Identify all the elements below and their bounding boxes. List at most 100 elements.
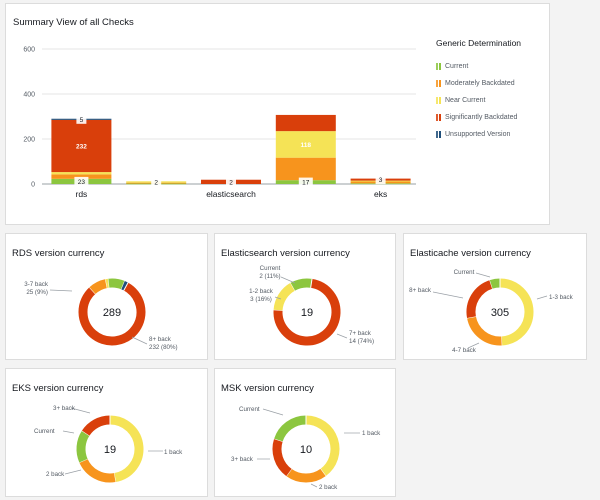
donut-leader-line — [280, 276, 296, 284]
donut-slice-label: 3 (16%) — [250, 296, 272, 303]
donut-slice-label: 7+ back — [349, 330, 372, 337]
y-tick-label: 400 — [23, 92, 35, 99]
donut-slice-label: 14 (74%) — [349, 338, 374, 345]
summary-legend: Generic Determination Current Moderately … — [436, 38, 521, 143]
msk-donut-chart: 10 1 back 2 back 3+ back Current — [231, 406, 381, 491]
bar-data-label: 17 — [302, 180, 310, 187]
donut-slice-label: 2 (11%) — [259, 273, 280, 280]
bar-data-label: 23 — [78, 179, 86, 186]
y-tick-label: 600 — [23, 47, 35, 54]
donut-slice-gap — [113, 473, 117, 483]
donut-slice-label: Current — [454, 269, 475, 276]
bar-label-bg — [375, 175, 386, 185]
bar-label-bg — [151, 177, 162, 187]
donut-slice-moderately-backdated[interactable] — [89, 279, 108, 295]
legend-item-near-current[interactable]: Near Current — [436, 92, 521, 109]
donut-leader-line — [467, 342, 480, 349]
bar-segment-near-current[interactable] — [275, 131, 336, 158]
donut-slice-gap — [466, 315, 476, 319]
y-tick-label: 200 — [23, 137, 35, 144]
eks-donut-card: EKS version currency 19 1 back 2 back Curre… — [5, 368, 208, 497]
donut-leader-line — [310, 483, 318, 488]
donut-leader-line — [432, 291, 464, 299]
donut-slice-label: 8+ back — [149, 336, 172, 343]
elasticache-donut-chart: 305 Current 1-3 back 4-7 back 8+ back — [409, 269, 574, 354]
donut-slice-moderately-backdated[interactable] — [467, 316, 502, 346]
bar-segment-near-current[interactable] — [51, 172, 112, 175]
donut-slice-label: 1 back — [164, 449, 183, 456]
donut-slice-label: 3+ back — [53, 405, 76, 412]
bar-segment-significantly-backdated[interactable] — [51, 119, 112, 173]
legend-label: Near Current — [445, 97, 486, 104]
donut-leader-line — [62, 430, 75, 434]
bar-data-label: 118 — [301, 142, 312, 149]
legend-swatch — [436, 97, 441, 104]
bar-segment-significantly-backdated[interactable] — [275, 114, 336, 132]
donut-slice-significantly-backdated[interactable] — [466, 280, 493, 319]
donut-slice-label: Current — [34, 428, 55, 435]
legend-label: Moderately Backdated — [445, 80, 515, 87]
donut-slice-current[interactable] — [489, 278, 501, 289]
legend-item-significantly-backdated[interactable]: Significantly Backdated — [436, 109, 521, 126]
donut-leader-line — [64, 469, 82, 475]
donut-leader-line — [475, 272, 491, 278]
donut-slice-label: 1 back — [362, 430, 381, 437]
legend-item-moderately-backdated[interactable]: Moderately Backdated — [436, 75, 521, 92]
donut-slice-current[interactable] — [76, 430, 90, 463]
legend-label: Current — [445, 63, 469, 70]
donut-leader-line — [262, 408, 284, 416]
donut-slice-near-current[interactable] — [109, 415, 144, 483]
donut-leader-line — [536, 295, 548, 300]
donut-total: 305 — [491, 307, 509, 319]
donut-slice-label: 25 (9%) — [26, 289, 48, 296]
x-category-label: rds — [75, 189, 87, 199]
bar-segment-moderately-backdated[interactable] — [51, 174, 112, 179]
bar-data-label: 3 — [379, 177, 383, 184]
legend-label: Unsupported Version — [445, 131, 511, 138]
donut-slice-significantly-backdated[interactable] — [78, 282, 146, 346]
summary-bar-chart: 0 200 400 600 rds elasticsearch eks 23 232 5 2 2 17 1… — [23, 47, 416, 199]
donut-slice-moderately-backdated[interactable] — [286, 468, 326, 483]
donut-slice-gap — [123, 282, 129, 291]
x-category-label: eks — [374, 189, 387, 199]
donut-slice-gap — [310, 278, 313, 288]
legend-label: Significantly Backdated — [445, 114, 518, 121]
legend-swatch — [436, 131, 441, 138]
elasticache-donut-card: Elasticache version currency 305 Current 1… — [403, 233, 587, 360]
bar-segment-moderately-backdated[interactable] — [275, 157, 336, 181]
donut-slice-significantly-backdated[interactable] — [272, 438, 292, 477]
eks-donut-title: EKS version currency — [12, 383, 104, 394]
donut-slice-current[interactable] — [274, 415, 307, 442]
donut-leader-line — [274, 296, 282, 300]
donut-slice-label: 8+ back — [409, 287, 432, 294]
bar-data-label: 2 — [154, 179, 158, 186]
legend-item-current[interactable]: Current — [436, 58, 521, 75]
donut-slice-near-current[interactable] — [305, 415, 340, 477]
x-category-label: elasticsearch — [206, 189, 256, 199]
msk-donut-title: MSK version currency — [221, 383, 314, 394]
donut-slice-current[interactable] — [290, 278, 313, 291]
donut-leader-line — [336, 333, 348, 339]
rds-donut-title: RDS version currency — [12, 248, 105, 259]
donut-slice-moderately-backdated[interactable] — [79, 458, 116, 483]
legend-item-unsupported[interactable]: Unsupported Version — [436, 126, 521, 143]
donut-slice-label: 232 (80%) — [149, 344, 178, 351]
elasticsearch-donut-card: Elasticsearch version currency 19 Current… — [214, 233, 396, 360]
legend-swatch — [436, 80, 441, 87]
donut-total: 19 — [104, 444, 116, 456]
donut-slice-significantly-backdated[interactable] — [81, 415, 111, 436]
donut-leader-line — [70, 407, 91, 414]
donut-slice-label: 2 back — [46, 471, 65, 478]
donut-slice-significantly-backdated[interactable] — [273, 278, 341, 346]
summary-chart-card: Summary View of all Checks 0 200 400 600 rds… — [5, 3, 550, 225]
elasticache-donut-title: Elasticache version currency — [410, 248, 531, 259]
donut-total: 10 — [300, 444, 312, 456]
donut-slice-current[interactable] — [108, 278, 125, 290]
donut-slice-near-current[interactable] — [273, 282, 296, 311]
donut-leader-line — [131, 336, 148, 345]
bar-label-bg — [76, 114, 87, 124]
donut-slice-near-current[interactable] — [499, 278, 534, 346]
donut-slice-label: 1-3 back — [549, 294, 574, 301]
legend-title: Generic Determination — [436, 38, 522, 48]
rds-donut-card: RDS version currency 289 3-7 back 25 (9%) 8… — [5, 233, 208, 360]
